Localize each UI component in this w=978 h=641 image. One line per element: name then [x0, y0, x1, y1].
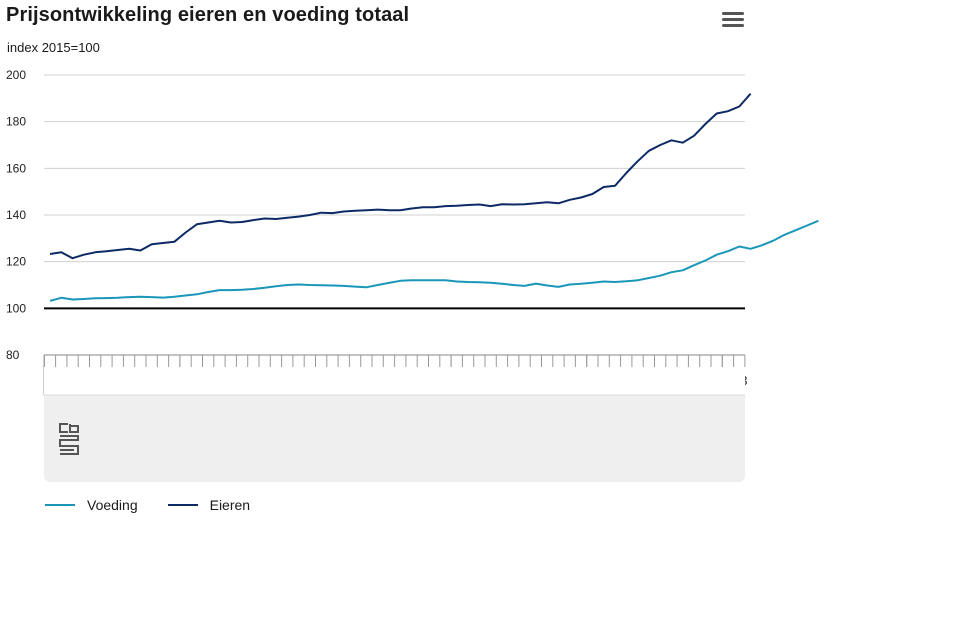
chart-subtitle: index 2015=100 [7, 40, 100, 55]
series-line-voeding [49, 219, 819, 302]
y-tick-label-100: 100 [6, 301, 26, 315]
legend-swatch-eieren [167, 504, 198, 506]
y-tick-label-120: 120 [6, 255, 26, 269]
navigator-panel[interactable] [44, 367, 745, 482]
y-tick-label-180: 180 [6, 115, 26, 129]
legend-label-eieren: Eieren [209, 497, 251, 513]
series-line-eieren [49, 93, 752, 260]
cbs-logo-glyph [59, 423, 79, 455]
cbs-logo-icon [59, 423, 79, 455]
y-tick-label-200: 200 [6, 68, 26, 82]
y-tick-label-160: 160 [6, 161, 26, 175]
legend: Voeding Eieren [45, 497, 250, 513]
y-tick-label-140: 140 [6, 208, 26, 222]
legend-item-voeding[interactable]: Voeding [45, 497, 138, 513]
gridlines [44, 74, 745, 310]
chart-title: Prijsontwikkeling eieren en voeding tota… [6, 4, 410, 26]
legend-label-voeding: Voeding [87, 497, 138, 513]
y-tick-label-80: 80 [6, 348, 20, 362]
legend-item-eieren[interactable]: Eieren [167, 497, 251, 513]
hamburger-menu-icon[interactable] [722, 12, 744, 32]
navigator-year-band [44, 367, 745, 395]
legend-swatch-voeding [45, 504, 75, 506]
y-axis-tick-labels: 80 100 120 140 160 180 200 [6, 68, 26, 362]
series-lines [49, 93, 819, 302]
navigator-background [44, 367, 745, 482]
